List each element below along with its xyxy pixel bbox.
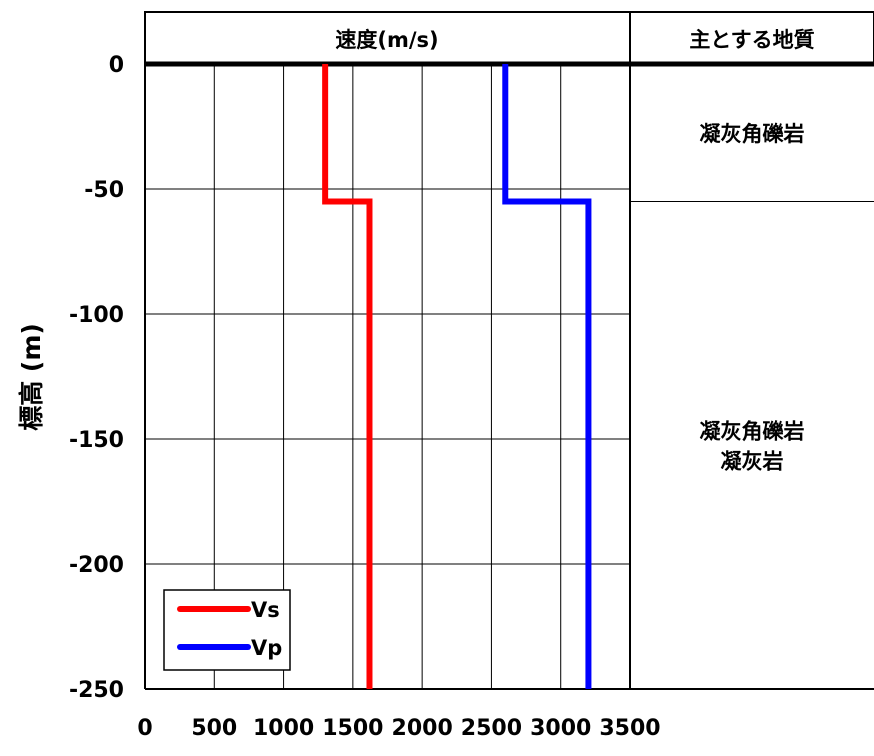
geology-layer-2-label: 凝灰角礫岩 [700,419,805,443]
x-tick-label-0: 0 [137,716,152,741]
geology-header: 主とする地質 [689,28,814,52]
legend-box [163,589,291,671]
x-tick-label-2000: 2000 [392,716,453,741]
y-tick-label--50: -50 [84,178,124,203]
x-tick-label-1500: 1500 [322,716,383,741]
tick-layer: 0 500 1000 1500 2000 2500 3000 3500 0 -50 -100 -150… [69,53,661,741]
grid-layer [145,64,630,689]
legend-label-vp: Vp [251,636,282,660]
geology-layer-2-label: 凝灰岩 [721,449,784,473]
x-tick-label-3500: 3500 [599,716,660,741]
y-tick-label--200: -200 [69,553,124,578]
y-tick-label--250: -250 [69,678,124,703]
y-tick-label-0: 0 [109,53,124,78]
legend-label-vs: Vs [251,598,280,622]
frame-layer [144,11,874,690]
series-layer [322,64,592,689]
x-tick-label-3000: 3000 [530,716,591,741]
series-line-vs [322,64,373,689]
y-tick-label--150: -150 [69,428,124,453]
legend: Vs Vp [163,589,291,671]
y-tick-label--100: -100 [69,303,124,328]
x-tick-label-1000: 1000 [253,716,314,741]
x-tick-label-2500: 2500 [461,716,522,741]
y-axis-label: 標高 (m) [17,323,46,431]
series-line-vp [502,64,592,689]
chart-title: 速度(m/s) [335,28,438,52]
geology-layer-1-label: 凝灰角礫岩 [700,122,805,146]
x-tick-label-500: 500 [191,716,237,741]
